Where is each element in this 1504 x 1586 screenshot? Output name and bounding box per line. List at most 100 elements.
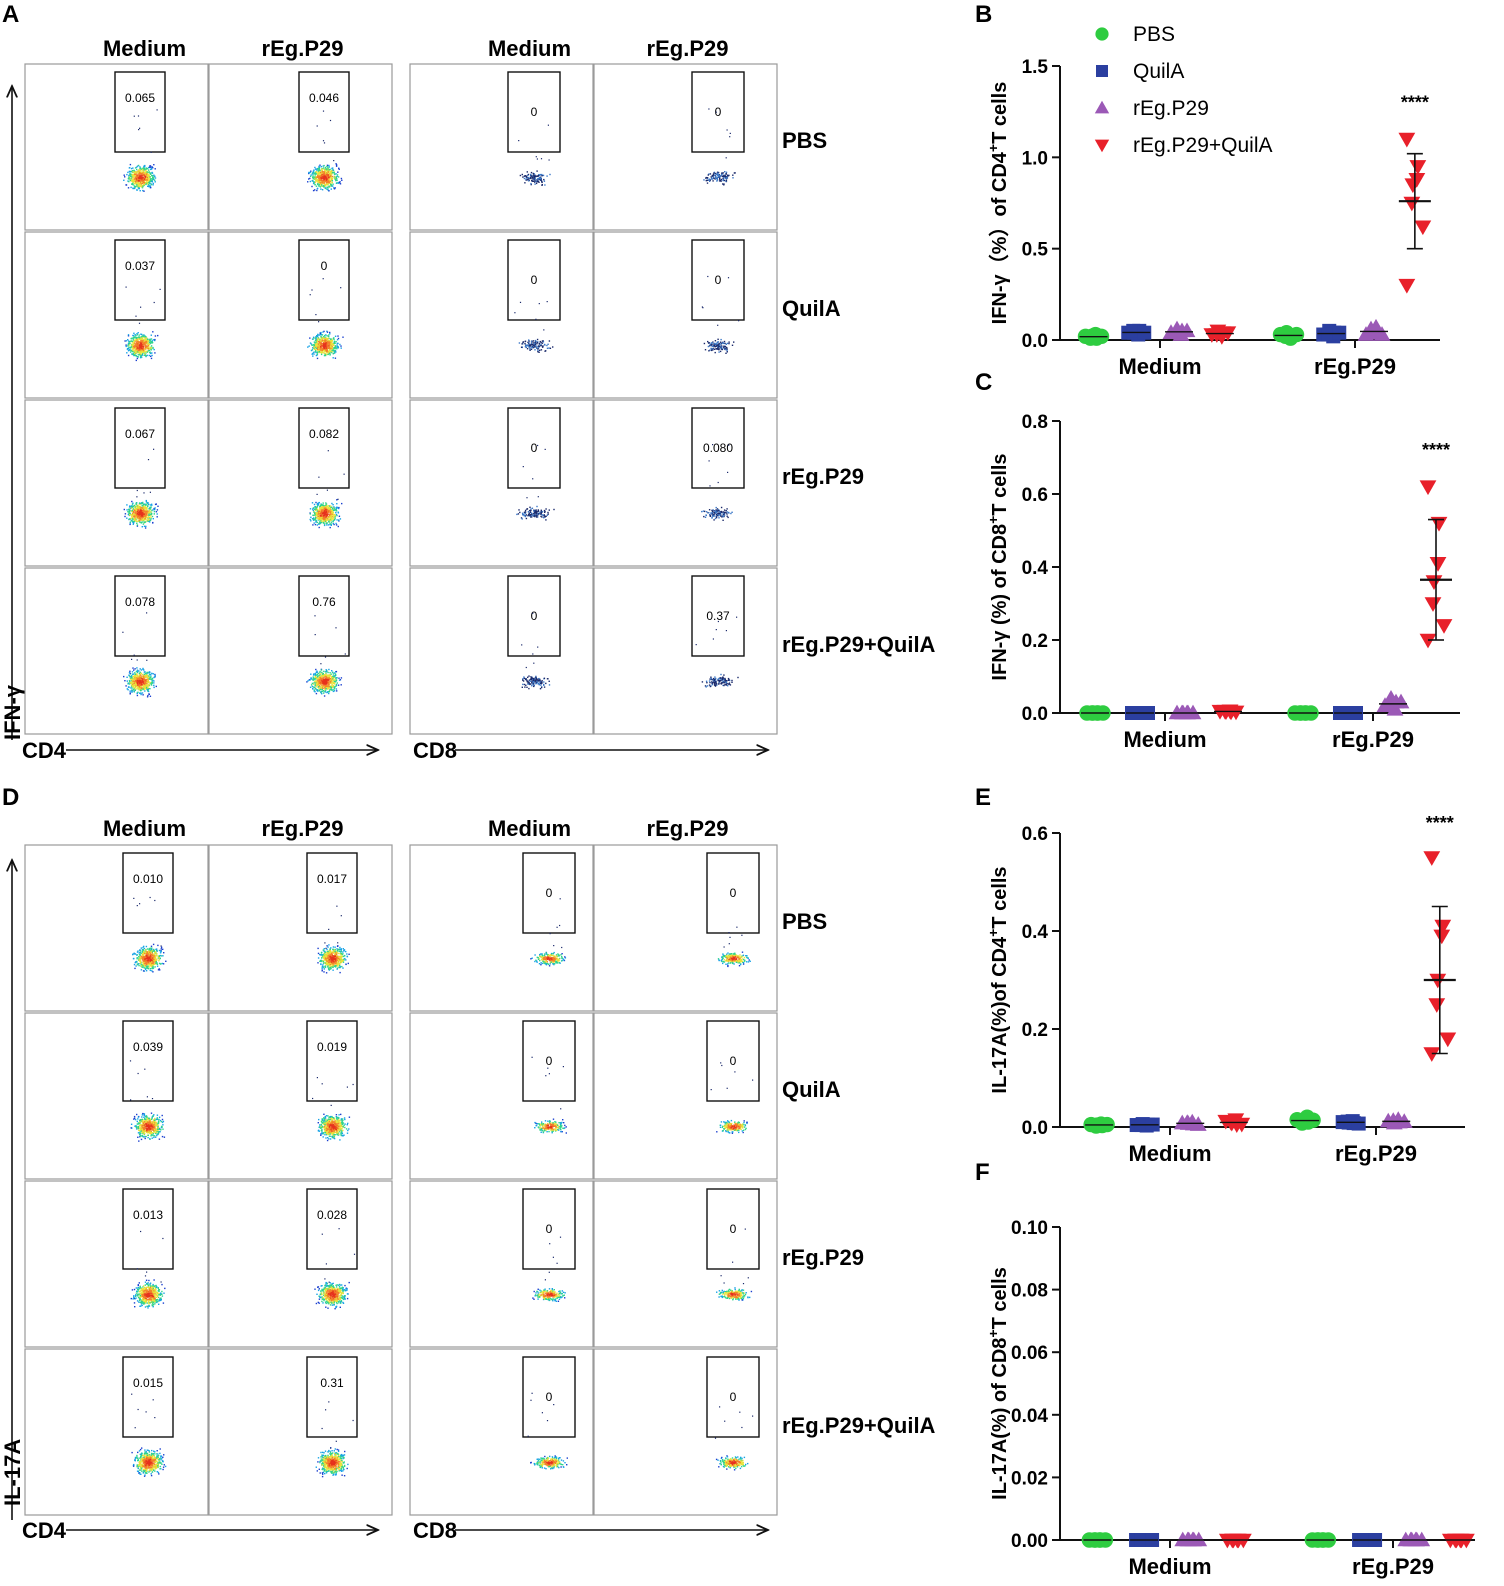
event-dot — [325, 517, 327, 519]
event-dot — [137, 682, 139, 684]
event-dot — [537, 496, 539, 498]
event-dot — [714, 172, 717, 175]
event-dot — [129, 163, 132, 166]
event-dot — [146, 678, 148, 681]
event-dot — [707, 342, 710, 344]
event-dot — [129, 676, 131, 678]
event-dot — [149, 678, 151, 680]
event-dot — [325, 334, 327, 336]
event-dot — [136, 347, 139, 349]
event-dot — [714, 176, 717, 179]
event-dot — [128, 509, 131, 512]
event-dot — [136, 686, 139, 688]
event-dot — [723, 340, 726, 343]
event-dot — [713, 343, 715, 346]
event-dot — [316, 188, 319, 190]
event-dot — [316, 671, 319, 673]
event-dot — [328, 674, 330, 676]
event-dot — [724, 345, 726, 348]
event-dot — [327, 524, 330, 526]
event-dot — [321, 519, 323, 521]
event-dot — [144, 679, 146, 681]
event-dot — [316, 508, 319, 511]
event-dot — [317, 183, 319, 185]
event-dot — [148, 516, 150, 518]
event-dot — [320, 334, 322, 336]
event-dot — [330, 523, 333, 525]
event-dot — [312, 176, 314, 178]
event-dot — [329, 505, 331, 507]
event-dot — [134, 517, 137, 519]
event-dot — [132, 522, 135, 524]
event-dot — [710, 349, 713, 352]
event-dot — [724, 175, 726, 177]
gate-box — [298, 71, 350, 153]
event-dot — [549, 347, 552, 349]
event-dot — [131, 347, 133, 349]
event-dot — [148, 513, 150, 515]
event-dot — [143, 519, 145, 521]
event-dot — [145, 183, 147, 186]
event-dot — [322, 351, 324, 354]
event-dot — [536, 513, 539, 515]
event-dot — [721, 172, 723, 174]
event-dot — [133, 350, 136, 352]
event-dot — [717, 341, 719, 343]
event-dot — [151, 180, 153, 183]
event-dot — [138, 681, 140, 683]
event-dot — [326, 687, 329, 689]
event-dot — [546, 514, 549, 516]
event-dot — [318, 321, 320, 323]
event-dot — [314, 513, 316, 516]
event-dot — [129, 681, 131, 683]
event-dot — [717, 513, 719, 515]
event-dot — [324, 352, 327, 355]
event-dot — [323, 507, 325, 509]
event-dot — [152, 167, 154, 169]
event-dot — [329, 341, 331, 344]
event-dot — [324, 517, 326, 519]
event-dot — [534, 344, 537, 347]
event-dot — [333, 509, 336, 511]
event-dot — [321, 334, 324, 336]
event-dot — [153, 686, 155, 689]
event-dot — [130, 173, 132, 175]
event-dot — [718, 180, 721, 182]
event-dot — [330, 351, 333, 354]
event-dot — [332, 679, 335, 681]
event-dot — [134, 177, 136, 179]
event-dot — [135, 508, 137, 511]
event-dot — [312, 338, 314, 340]
event-dot — [146, 179, 148, 181]
event-dot — [323, 182, 325, 184]
event-dot — [138, 672, 141, 675]
event-dot — [724, 511, 726, 513]
event-dot — [320, 343, 322, 345]
event-dot — [128, 177, 130, 179]
event-dot — [342, 336, 344, 338]
event-dot — [313, 344, 315, 347]
event-dot — [154, 168, 156, 170]
event-dot — [137, 504, 139, 506]
event-dot — [313, 508, 316, 511]
event-dot — [732, 174, 734, 176]
event-dot — [154, 179, 156, 181]
event-dot — [317, 174, 319, 177]
event-dot — [127, 180, 129, 182]
event-dot — [335, 524, 338, 526]
event-dot — [142, 679, 145, 681]
event-dot — [329, 347, 331, 350]
event-dot — [327, 684, 330, 686]
event-dot — [329, 344, 331, 346]
event-dot — [151, 171, 153, 174]
event-dot — [128, 675, 131, 677]
event-dot — [338, 506, 340, 509]
event-dot — [135, 315, 137, 317]
event-dot — [148, 681, 150, 683]
event-dot — [332, 185, 334, 187]
event-dot — [319, 349, 321, 352]
event-dot — [316, 176, 319, 178]
event-dot — [332, 357, 334, 359]
event-dot — [315, 168, 317, 170]
event-dot — [138, 676, 140, 678]
